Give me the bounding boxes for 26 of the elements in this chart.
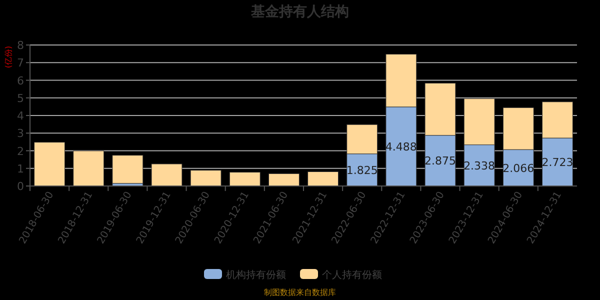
bar: [34, 142, 66, 186]
data-label: 2.338: [464, 159, 496, 172]
data-label: 1.825: [346, 164, 378, 177]
data-label: 2.723: [542, 156, 574, 170]
bar: [190, 170, 222, 186]
y-tick-label: 0: [17, 180, 24, 193]
data-label: 2.875: [424, 154, 456, 168]
y-tick-label: 5: [17, 92, 24, 105]
y-tick-label: 8: [17, 39, 24, 52]
legend-label: 个人持有份额: [322, 269, 382, 281]
y-tick-label: 6: [17, 74, 24, 88]
y-tick-label: 2: [17, 144, 24, 158]
bar: [268, 173, 300, 186]
bar: [229, 172, 260, 186]
bar: [151, 164, 182, 186]
y-tick-label: 1: [17, 162, 24, 176]
bar: [308, 171, 339, 186]
text: 制图数据来自数据库: [264, 288, 336, 297]
y-axis-title: (亿份): [4, 46, 13, 68]
bar: [73, 150, 104, 186]
y-tick-label: 7: [17, 56, 24, 70]
y-tick-label: 3: [17, 127, 24, 140]
legend-label: 机构持有份额: [226, 269, 286, 281]
bar: [112, 155, 144, 184]
y-tick-label: 4: [17, 110, 24, 122]
data-label: 2.066: [502, 162, 534, 175]
